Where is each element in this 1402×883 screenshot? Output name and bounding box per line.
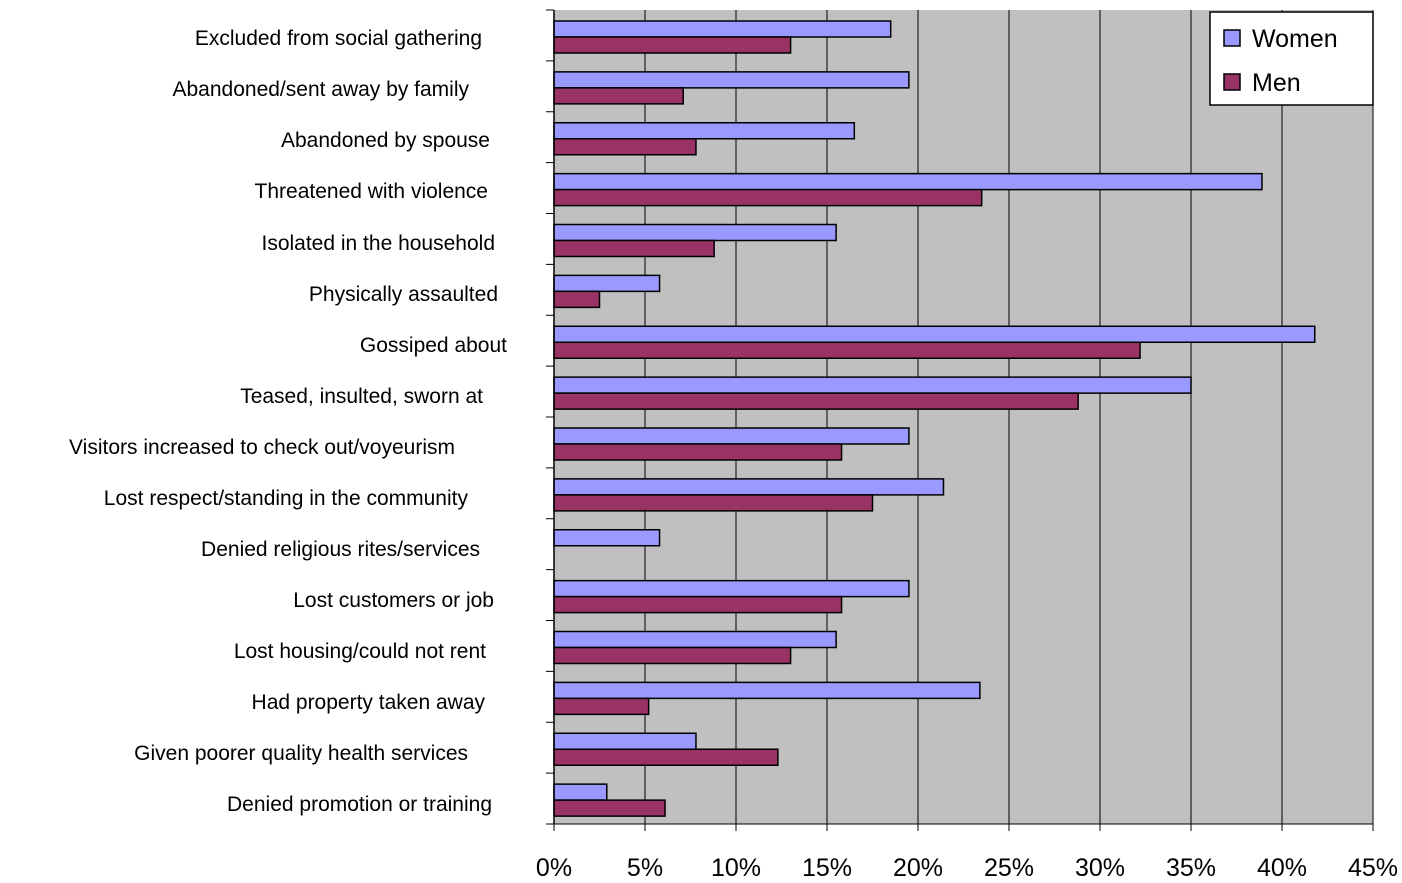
category-label: Lost respect/standing in the community bbox=[104, 487, 469, 510]
bar-men bbox=[553, 341, 1141, 359]
category-label: Excluded from social gathering bbox=[195, 27, 482, 50]
bar-men bbox=[553, 87, 684, 105]
category-label: Lost customers or job bbox=[293, 589, 494, 612]
x-tick-label: 35% bbox=[1166, 854, 1216, 882]
category-label: Abandoned/sent away by family bbox=[172, 78, 469, 101]
category-label: Physically assaulted bbox=[309, 283, 498, 306]
category-label: Threatened with violence bbox=[255, 180, 488, 203]
x-tick-label: 40% bbox=[1257, 854, 1307, 882]
bar-men bbox=[553, 239, 715, 258]
bar-women bbox=[553, 579, 910, 598]
bar-women bbox=[553, 376, 1192, 394]
bar-men bbox=[553, 748, 779, 766]
x-tick-label: 45% bbox=[1348, 854, 1398, 882]
x-tick-label: 15% bbox=[802, 854, 852, 882]
category-label: Isolated in the household bbox=[261, 232, 495, 255]
category-label: Lost housing/could not rent bbox=[234, 640, 486, 663]
bar-women bbox=[553, 223, 837, 242]
bar-men bbox=[553, 36, 792, 54]
bar-men bbox=[553, 443, 843, 461]
category-label: Denied promotion or training bbox=[227, 793, 492, 816]
bar-women bbox=[553, 71, 910, 89]
bar-men bbox=[553, 188, 983, 207]
legend-swatch-women bbox=[1223, 29, 1241, 47]
category-labels: Excluded from social gathering Abandoned/… bbox=[69, 27, 507, 816]
bar-men bbox=[553, 799, 666, 817]
x-tick-label: 20% bbox=[893, 854, 943, 882]
x-tick-label: 30% bbox=[1075, 854, 1125, 882]
bar-women bbox=[553, 122, 856, 140]
bar-men bbox=[553, 290, 601, 309]
bar-women bbox=[553, 172, 1263, 191]
bar-men bbox=[553, 392, 1079, 410]
bar-women bbox=[553, 427, 910, 445]
category-label: Given poorer quality health services bbox=[134, 742, 468, 765]
category-label: Gossiped about bbox=[360, 334, 507, 357]
x-tick-label: 25% bbox=[984, 854, 1034, 882]
x-tick-label: 0% bbox=[536, 854, 572, 882]
bar-women bbox=[553, 325, 1316, 343]
legend-label-men: Men bbox=[1252, 69, 1301, 97]
bar-men bbox=[553, 697, 650, 716]
category-label: Had property taken away bbox=[252, 691, 486, 714]
category-label: Denied religious rites/services bbox=[201, 538, 480, 561]
category-label: Abandoned by spouse bbox=[281, 129, 490, 152]
bar-women bbox=[553, 478, 945, 496]
bar-men bbox=[553, 595, 843, 614]
x-tick-label: 5% bbox=[627, 854, 663, 882]
legend-label-women: Women bbox=[1252, 25, 1338, 53]
x-axis: 0% 5% 10% 15% 20% 25% 30% 35% 40% 45% bbox=[536, 823, 1398, 882]
bar-women bbox=[553, 20, 892, 38]
category-label: Teased, insulted, sworn at bbox=[240, 385, 483, 408]
bar-men bbox=[553, 138, 697, 156]
bar-women bbox=[553, 681, 981, 700]
x-tick-label: 10% bbox=[711, 854, 761, 882]
legend-swatch-men bbox=[1223, 73, 1241, 91]
bar-women bbox=[553, 630, 837, 649]
category-label: Visitors increased to check out/voyeuris… bbox=[69, 436, 455, 459]
bar-men bbox=[553, 494, 874, 512]
bar-men bbox=[553, 646, 792, 665]
bar-women bbox=[553, 529, 661, 547]
y-axis bbox=[546, 9, 555, 825]
legend: Women Men bbox=[1209, 11, 1374, 106]
bar-women bbox=[553, 783, 608, 801]
bar-women bbox=[553, 274, 661, 293]
bar-women bbox=[553, 732, 697, 750]
